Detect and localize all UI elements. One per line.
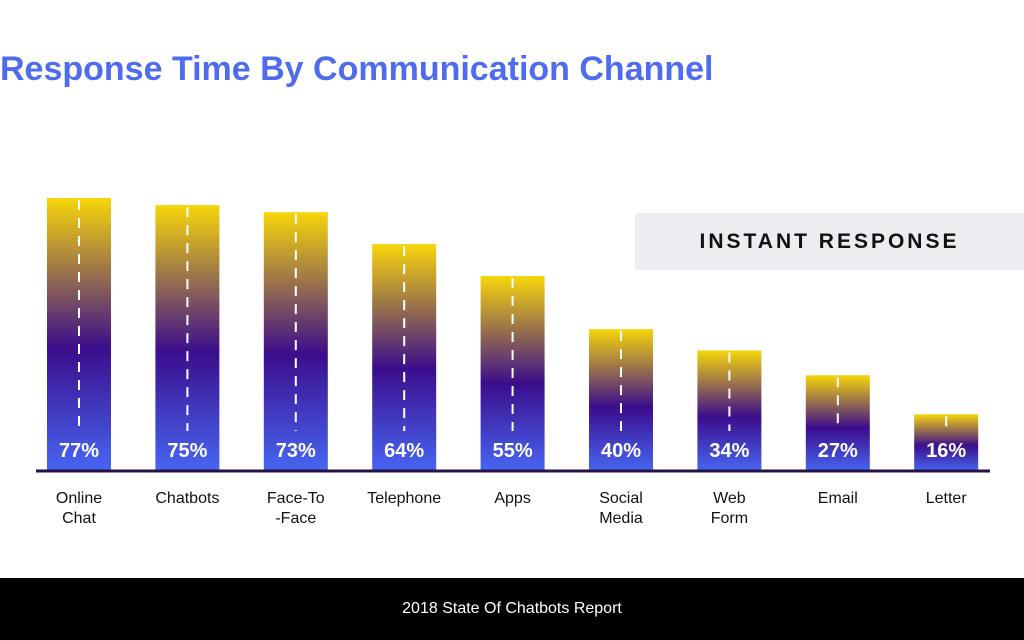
bar-value-label: 75% bbox=[167, 440, 207, 462]
category-label: Apps bbox=[494, 490, 530, 507]
footer-bar: 2018 State Of Chatbots Report bbox=[0, 578, 1024, 640]
bar-value-label: 40% bbox=[601, 440, 641, 462]
bar-chart: 77% 75% 73% 64% 55% 40% 34% 27% 16% Online Chat Ch… bbox=[36, 198, 990, 527]
legend-label: INSTANT RESPONSE bbox=[699, 229, 960, 253]
bars-layer: 77% 75% 73% 64% 55% 40% 34% 27% 16% bbox=[47, 198, 979, 471]
bar-value-label: 77% bbox=[59, 440, 99, 462]
category-label: Chatbots bbox=[155, 490, 219, 507]
legend-box: INSTANT RESPONSE bbox=[635, 213, 1024, 270]
category-label: Telephone bbox=[367, 490, 441, 507]
category-label: Email bbox=[818, 490, 858, 507]
bar-value-label: 73% bbox=[276, 440, 316, 462]
bar-value-label: 64% bbox=[384, 440, 424, 462]
category-label: Social Media bbox=[599, 490, 643, 527]
category-label: Letter bbox=[926, 490, 968, 507]
chart-title: Response Time By Communication Channel bbox=[0, 50, 714, 88]
bar-value-label: 55% bbox=[493, 440, 533, 462]
category-label: Online Chat bbox=[56, 490, 102, 527]
bar-value-label: 16% bbox=[926, 440, 966, 462]
category-labels-layer: Online Chat Chatbots Face-To -Face Telephone A… bbox=[56, 490, 967, 527]
bar-value-label: 27% bbox=[818, 440, 858, 462]
bar-value-label: 34% bbox=[709, 440, 749, 462]
category-label: Web Form bbox=[711, 490, 748, 527]
footer-source: 2018 State Of Chatbots Report bbox=[402, 600, 622, 617]
category-label: Face-To -Face bbox=[267, 490, 325, 527]
